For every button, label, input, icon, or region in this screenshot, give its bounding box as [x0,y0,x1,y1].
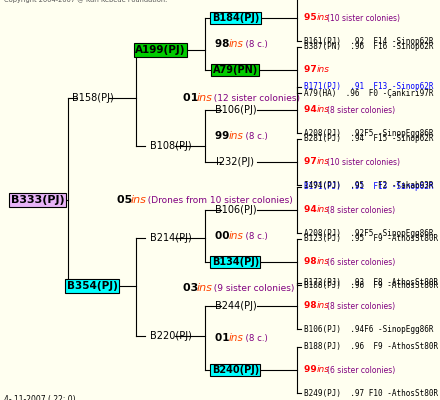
Text: B188(PJ)  .96  F9 -AthosSt80R: B188(PJ) .96 F9 -AthosSt80R [304,342,438,351]
Text: I232(PJ): I232(PJ) [216,157,254,167]
Text: (10 sister colonies): (10 sister colonies) [327,14,400,22]
Text: 99: 99 [304,366,319,374]
Text: ins: ins [228,39,243,49]
Text: B171(PJ)  .91  F13 -Sinop62R: B171(PJ) .91 F13 -Sinop62R [304,182,433,191]
Text: (8 sister colonies): (8 sister colonies) [327,206,396,214]
Text: B108(PJ): B108(PJ) [150,141,191,151]
Text: 98: 98 [215,39,233,49]
Text: 94: 94 [304,106,319,114]
Text: (8 c.): (8 c.) [240,232,268,240]
Text: B184(PJ): B184(PJ) [212,13,259,23]
Text: ins: ins [316,66,330,74]
Text: 03: 03 [183,283,202,293]
Text: 99: 99 [215,131,233,141]
Text: B354(PJ): B354(PJ) [67,281,118,291]
Text: 95: 95 [304,14,319,22]
Text: (8 sister colonies): (8 sister colonies) [327,302,396,310]
Text: ins: ins [228,231,243,241]
Text: ins: ins [316,14,330,22]
Text: (6 sister colonies): (6 sister colonies) [327,366,396,374]
Text: ins: ins [316,158,330,166]
Text: A199(PJ): A199(PJ) [136,45,186,55]
Text: 00: 00 [215,231,233,241]
Text: B106(PJ): B106(PJ) [215,105,256,115]
Text: 01: 01 [215,333,233,343]
Text: 97: 97 [304,66,319,74]
Text: B172(PJ)  .93  F8 -AthosSt80R: B172(PJ) .93 F8 -AthosSt80R [304,278,438,287]
Text: (12 sister colonies): (12 sister colonies) [208,94,300,102]
Text: 98: 98 [304,258,319,266]
Text: B240(PJ): B240(PJ) [212,365,259,375]
Text: (8 c.): (8 c.) [240,40,268,48]
Text: B123(PJ)  .95  F9 -AthosSt80R: B123(PJ) .95 F9 -AthosSt80R [304,234,438,243]
Text: I494(PJ)  .95   F2 -Takab93R: I494(PJ) .95 F2 -Takab93R [304,181,433,190]
Text: A79(HA)  .96  F0 -Çankiri97R: A79(HA) .96 F0 -Çankiri97R [304,89,433,98]
Text: B220(PJ): B220(PJ) [150,331,191,341]
Text: ins: ins [196,93,212,103]
Text: ins: ins [316,302,330,310]
Text: ins: ins [316,366,330,374]
Text: (10 sister colonies): (10 sister colonies) [327,158,400,166]
Text: 98: 98 [304,302,319,310]
Text: A208(PJ)  .92F5 -SinopEgg86R: A208(PJ) .92F5 -SinopEgg86R [304,129,433,138]
Text: B387(PN)  .96  F16 -Sinop62R: B387(PN) .96 F16 -Sinop62R [304,42,433,51]
Text: A208(PJ)  .92F5 -SinopEgg86R: A208(PJ) .92F5 -SinopEgg86R [304,229,433,238]
Text: B134(PJ): B134(PJ) [212,257,259,267]
Text: 01: 01 [183,93,202,103]
Text: (6 sister colonies): (6 sister colonies) [327,258,396,266]
Text: B188(PJ)  .96  F9 -AthosSt80R: B188(PJ) .96 F9 -AthosSt80R [304,281,438,290]
Text: B214(PJ): B214(PJ) [150,233,191,243]
Text: 05: 05 [117,195,136,205]
Text: (9 sister colonies): (9 sister colonies) [208,284,294,292]
Text: B249(PJ)  .97 F10 -AthosSt80R: B249(PJ) .97 F10 -AthosSt80R [304,389,438,398]
Text: (8 sister colonies): (8 sister colonies) [327,106,396,114]
Text: ins: ins [228,131,243,141]
Text: ins: ins [228,333,243,343]
Text: B106(PJ): B106(PJ) [215,205,256,215]
Text: 4- 11-2007 ( 22: 0): 4- 11-2007 ( 22: 0) [4,395,76,400]
Text: (8 c.): (8 c.) [240,132,268,140]
Text: ins: ins [196,283,212,293]
Text: Copyright 2004-2007 @ Karl Kebede Foundation.: Copyright 2004-2007 @ Karl Kebede Founda… [4,0,168,3]
Text: B281(PJ)  .94  F15 -Sinop62R: B281(PJ) .94 F15 -Sinop62R [304,134,433,143]
Text: 94: 94 [304,206,319,214]
Text: A79(PN): A79(PN) [213,65,258,75]
Text: ins: ins [316,206,330,214]
Text: B106(PJ)  .94F6 -SinopEgg86R: B106(PJ) .94F6 -SinopEgg86R [304,325,433,334]
Text: (8 c.): (8 c.) [240,334,268,342]
Text: ins: ins [316,106,330,114]
Text: B171(PJ)  .91  F13 -Sinop62R: B171(PJ) .91 F13 -Sinop62R [304,82,433,91]
Text: B158(PJ): B158(PJ) [72,93,113,103]
Text: ins: ins [130,195,146,205]
Text: B161(PJ)  .92  F14 -Sinop62R: B161(PJ) .92 F14 -Sinop62R [304,37,433,46]
Text: B244(PJ): B244(PJ) [215,301,256,311]
Text: 97: 97 [304,158,319,166]
Text: ins: ins [316,258,330,266]
Text: (Drones from 10 sister colonies): (Drones from 10 sister colonies) [142,196,293,204]
Text: B333(PJ): B333(PJ) [11,195,64,205]
